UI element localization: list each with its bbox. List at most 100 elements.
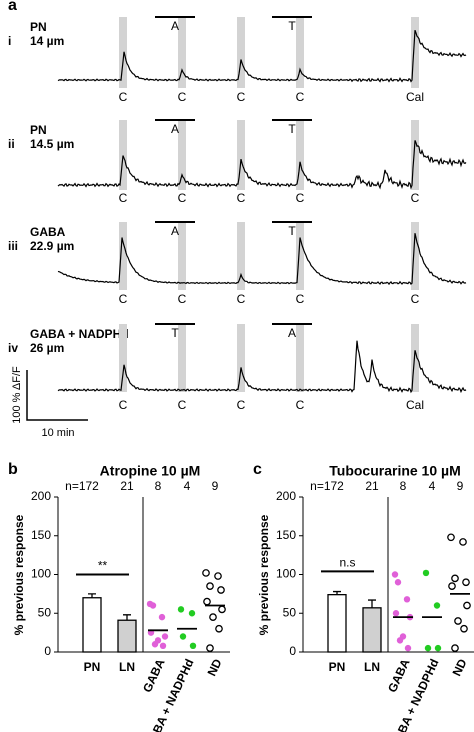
data-point	[202, 569, 210, 577]
stimulus-bar	[119, 222, 127, 290]
data-point	[396, 637, 404, 644]
row-numeral: ii	[8, 137, 15, 151]
data-point	[447, 533, 455, 542]
stimulus-label: C	[296, 398, 305, 412]
stimulus-label: C	[119, 292, 128, 306]
stimulus-bar	[119, 324, 127, 392]
stimulus-bar	[237, 324, 245, 392]
n-label: n=172	[310, 479, 344, 493]
data-point	[422, 569, 430, 577]
stimulus-label: C	[296, 292, 305, 306]
n-label: 21	[120, 479, 134, 493]
n-label: 4	[429, 479, 436, 493]
panel-letter: c	[253, 461, 262, 478]
drug-label: T	[288, 224, 296, 238]
cell-size: 22.9 µm	[30, 239, 74, 253]
data-point	[404, 644, 412, 652]
stimulus-label: C	[237, 191, 246, 205]
stimulus-label: C	[178, 90, 187, 104]
stimulus-label: Cal	[406, 398, 424, 412]
n-label: 8	[400, 479, 407, 493]
bar	[117, 619, 137, 653]
cell-type: GABA	[30, 225, 66, 239]
data-point	[217, 586, 225, 594]
data-point	[188, 610, 196, 617]
y-tick-label: 100	[276, 567, 296, 581]
n-label: n=172	[65, 479, 99, 493]
data-point	[392, 610, 400, 617]
data-point	[215, 624, 223, 633]
data-point	[394, 579, 402, 586]
data-point	[451, 574, 459, 583]
data-point	[434, 644, 442, 652]
y-tick-label: 0	[44, 644, 51, 658]
y-tick-label: 50	[38, 605, 52, 619]
error-bar	[88, 593, 96, 598]
data-point	[214, 572, 222, 580]
stimulus-label: C	[119, 191, 128, 205]
significance-label: n.s	[339, 556, 355, 570]
row-numeral: i	[8, 34, 11, 48]
y-tick-label: 150	[31, 528, 51, 542]
cell-type: PN	[30, 20, 47, 34]
chart-title: Atropine 10 µM	[100, 463, 201, 479]
scale-bar	[26, 370, 88, 421]
x-tick-label: PN	[329, 660, 346, 674]
x-tick-label: GABA	[140, 656, 168, 694]
stimulus-label: C	[237, 292, 246, 306]
x-tick-label: LN	[119, 660, 135, 674]
stimulus-label: C	[178, 292, 187, 306]
chart-title: Tubocurarine 10 µM	[329, 463, 461, 479]
data-point	[151, 641, 159, 648]
data-point	[158, 613, 166, 621]
stimulus-label: C	[411, 191, 420, 205]
data-point	[454, 617, 462, 625]
data-point	[206, 644, 214, 652]
data-point	[206, 582, 214, 590]
stimulus-label: C	[119, 90, 128, 104]
cell-size: 14 µm	[30, 34, 64, 48]
stimulus-bar	[119, 17, 127, 88]
scale-y-label: 100 % ΔF/F	[11, 366, 23, 424]
y-axis-label: % previous response	[12, 514, 26, 635]
stimulus-bar	[237, 17, 245, 88]
data-point	[209, 613, 217, 621]
stimulus-bar	[178, 120, 186, 190]
stimulus-bar	[411, 17, 419, 88]
trace	[57, 29, 467, 83]
y-tick-label: 150	[276, 528, 296, 542]
stimulus-bar	[296, 222, 304, 290]
y-tick-label: 200	[31, 489, 51, 503]
data-point	[149, 602, 157, 609]
data-point	[189, 642, 197, 649]
stimulus-bar	[296, 324, 304, 392]
stimulus-bar	[296, 17, 304, 88]
stimulus-bar	[119, 120, 127, 190]
stimulus-label: C	[178, 191, 187, 205]
y-axis-label: % previous response	[257, 514, 271, 635]
error-bar	[368, 599, 376, 608]
data-point	[463, 601, 471, 610]
data-point	[459, 538, 467, 546]
data-point	[218, 605, 226, 614]
n-label: 9	[212, 479, 219, 493]
drug-label: T	[171, 326, 179, 340]
significance-label: **	[98, 559, 108, 573]
error-bar	[123, 614, 131, 621]
trace	[57, 233, 467, 286]
stimulus-label: C	[237, 398, 246, 412]
drug-label: T	[288, 19, 296, 33]
x-tick-label: ND	[205, 656, 225, 678]
data-point	[203, 597, 211, 606]
error-bar	[333, 590, 341, 595]
y-tick-label: 100	[31, 567, 51, 581]
stimulus-label: Cal	[406, 90, 424, 104]
n-label: 9	[457, 479, 464, 493]
cell-type: GABA + NADPHd	[30, 327, 129, 341]
stimulus-label: C	[178, 398, 187, 412]
stimulus-bar	[296, 120, 304, 190]
data-point	[391, 571, 399, 578]
drug-label: A	[171, 224, 179, 238]
bar	[327, 594, 347, 653]
